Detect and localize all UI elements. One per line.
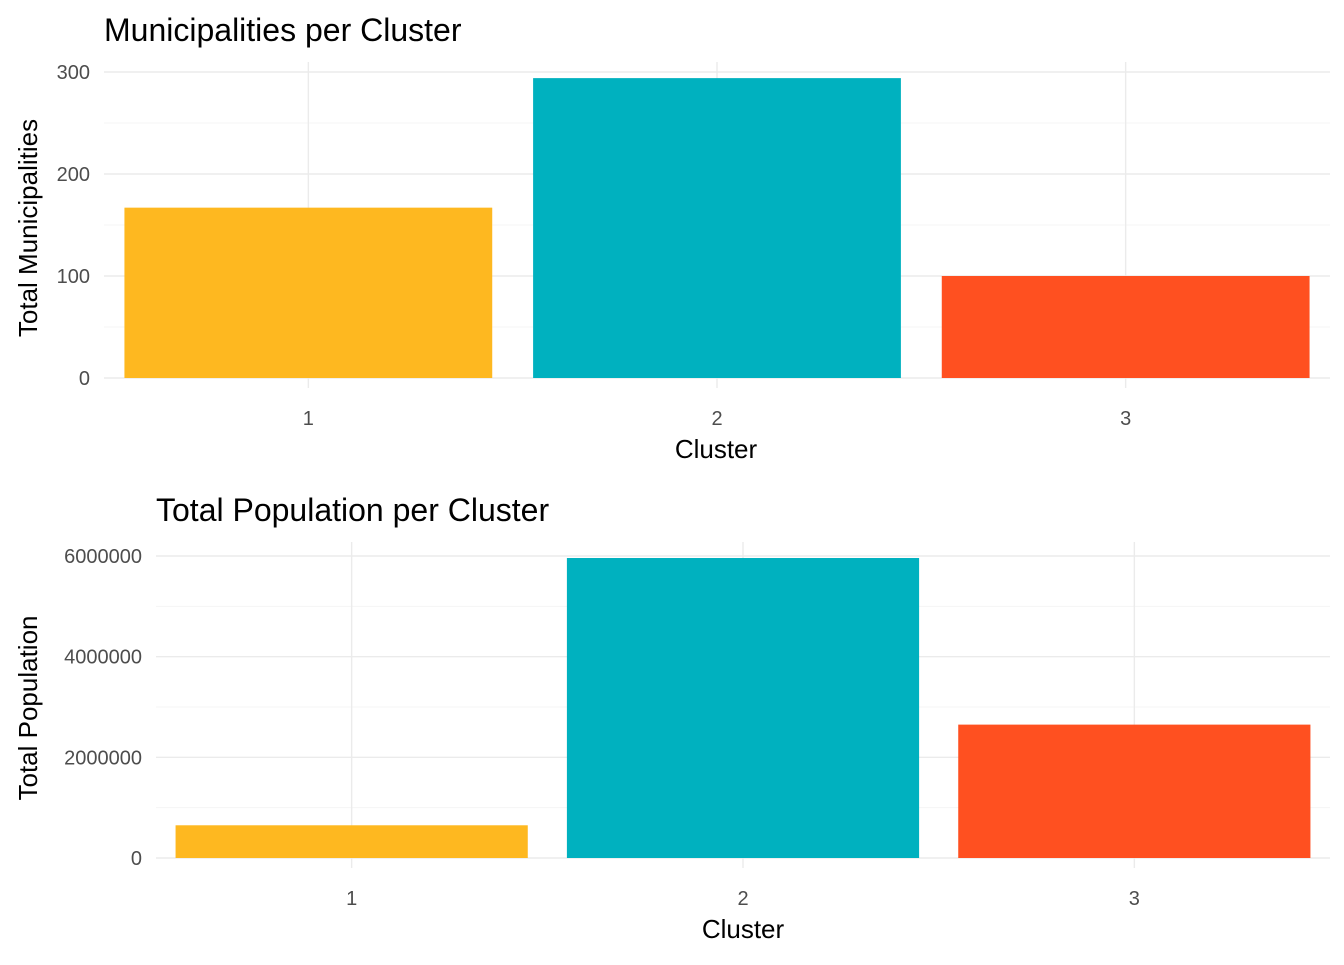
- x-axis-title: Cluster: [675, 434, 758, 464]
- bar-cluster-2: [533, 78, 901, 379]
- population-chart: Total Population per Cluster Total Popul…: [13, 492, 1330, 944]
- y-tick-label: 4000000: [64, 647, 142, 669]
- y-tick-label: 300: [57, 62, 90, 84]
- y-tick-label: 2000000: [64, 747, 142, 769]
- x-axis-title: Cluster: [702, 914, 785, 944]
- y-tick-label: 6000000: [64, 546, 142, 568]
- bar-cluster-1: [124, 207, 493, 378]
- y-tick-label: 200: [57, 164, 90, 186]
- x-tick-label: 1: [346, 888, 357, 910]
- chart-title: Total Population per Cluster: [156, 492, 549, 528]
- x-tick-label: 3: [1129, 888, 1140, 910]
- chart-title: Municipalities per Cluster: [104, 12, 462, 48]
- y-axis-title: Total Municipalities: [13, 119, 43, 337]
- y-tick-label: 0: [131, 848, 142, 870]
- bar-cluster-1: [175, 825, 528, 858]
- bar-cluster-3: [941, 276, 1310, 378]
- bar-cluster-3: [958, 724, 1311, 858]
- x-tick-label: 2: [711, 408, 722, 430]
- municipalities-chart: Municipalities per Cluster Total Municip…: [13, 12, 1330, 464]
- x-tick-label: 1: [303, 408, 314, 430]
- y-tick-label: 0: [79, 368, 90, 390]
- y-tick-label: 100: [57, 266, 90, 288]
- x-tick-label: 2: [737, 888, 748, 910]
- y-axis-title: Total Population: [13, 615, 43, 800]
- x-tick-label: 3: [1120, 408, 1131, 430]
- bar-cluster-2: [566, 558, 920, 858]
